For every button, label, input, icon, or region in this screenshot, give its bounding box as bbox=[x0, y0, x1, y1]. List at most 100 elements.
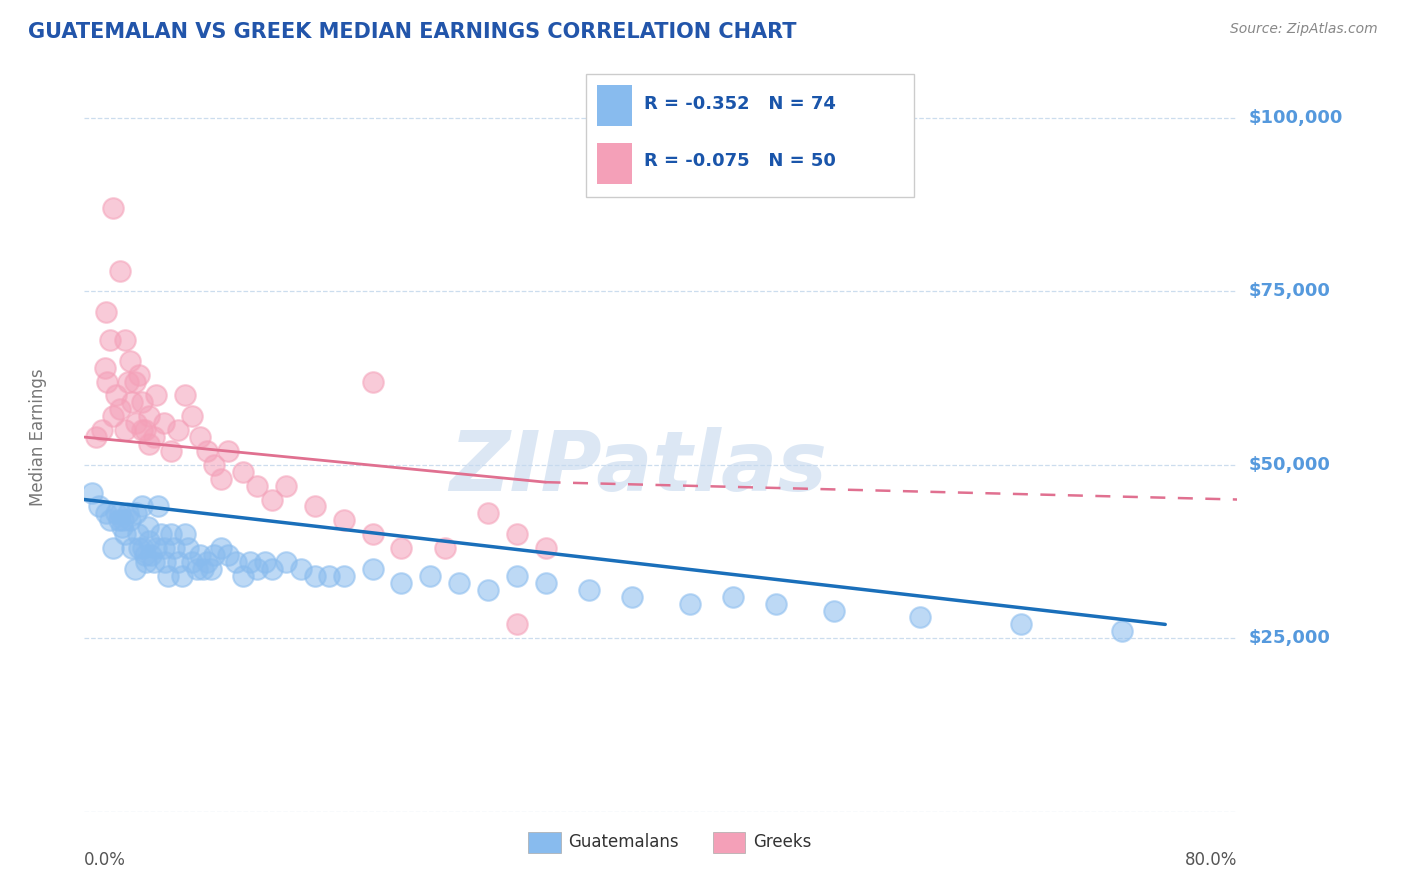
Point bbox=[506, 569, 529, 583]
Point bbox=[153, 555, 176, 569]
Text: 0.0%: 0.0% bbox=[84, 851, 127, 869]
Point bbox=[103, 541, 124, 555]
Point bbox=[232, 465, 254, 479]
Point bbox=[135, 555, 157, 569]
Point bbox=[195, 555, 218, 569]
Point bbox=[84, 430, 107, 444]
Point bbox=[120, 513, 142, 527]
Text: ZIPatlas: ZIPatlas bbox=[449, 426, 827, 508]
Point bbox=[195, 444, 218, 458]
FancyBboxPatch shape bbox=[598, 85, 633, 126]
Point bbox=[121, 541, 143, 555]
Point bbox=[163, 541, 186, 555]
Point bbox=[181, 555, 204, 569]
Point bbox=[290, 562, 312, 576]
Point bbox=[128, 541, 150, 555]
Point bbox=[202, 458, 225, 472]
Point bbox=[110, 263, 132, 277]
Point bbox=[111, 520, 134, 534]
Text: $75,000: $75,000 bbox=[1249, 283, 1330, 301]
Point bbox=[138, 437, 160, 451]
Point bbox=[534, 575, 557, 590]
Point bbox=[260, 562, 283, 576]
Point bbox=[721, 590, 744, 604]
Point bbox=[578, 582, 600, 597]
Point bbox=[145, 541, 167, 555]
Point bbox=[209, 472, 232, 486]
Text: Source: ZipAtlas.com: Source: ZipAtlas.com bbox=[1230, 22, 1378, 37]
Point bbox=[186, 562, 208, 576]
Text: Greeks: Greeks bbox=[754, 833, 811, 852]
Point bbox=[333, 513, 356, 527]
Point bbox=[136, 520, 159, 534]
Point bbox=[134, 548, 156, 562]
Point bbox=[87, 500, 110, 514]
Point bbox=[149, 527, 172, 541]
Point bbox=[105, 507, 128, 521]
Point bbox=[134, 423, 156, 437]
Point bbox=[110, 507, 132, 521]
Point bbox=[506, 617, 529, 632]
Point bbox=[160, 444, 183, 458]
Text: 80.0%: 80.0% bbox=[1185, 851, 1237, 869]
Point bbox=[361, 527, 384, 541]
Point bbox=[765, 597, 787, 611]
Point bbox=[172, 569, 194, 583]
Point bbox=[174, 388, 197, 402]
Point bbox=[361, 562, 384, 576]
Point bbox=[128, 368, 150, 382]
Point bbox=[304, 569, 326, 583]
Point bbox=[239, 555, 262, 569]
Point bbox=[167, 423, 190, 437]
Point bbox=[121, 395, 143, 409]
Text: $50,000: $50,000 bbox=[1249, 456, 1330, 474]
Point bbox=[142, 555, 165, 569]
Point bbox=[120, 353, 142, 368]
Point bbox=[117, 375, 139, 389]
Text: R = -0.352   N = 74: R = -0.352 N = 74 bbox=[644, 95, 835, 112]
Point bbox=[188, 430, 211, 444]
Point bbox=[477, 582, 499, 597]
Point bbox=[112, 513, 135, 527]
Point bbox=[131, 395, 153, 409]
Point bbox=[132, 541, 155, 555]
Point bbox=[260, 492, 283, 507]
Point bbox=[188, 548, 211, 562]
Point bbox=[80, 485, 103, 500]
Point bbox=[105, 388, 128, 402]
Point bbox=[156, 569, 179, 583]
Text: GUATEMALAN VS GREEK MEDIAN EARNINGS CORRELATION CHART: GUATEMALAN VS GREEK MEDIAN EARNINGS CORR… bbox=[28, 22, 797, 42]
Point bbox=[124, 562, 146, 576]
Point bbox=[391, 541, 413, 555]
Point bbox=[333, 569, 356, 583]
Point bbox=[93, 360, 115, 375]
Point bbox=[823, 603, 845, 617]
Point bbox=[225, 555, 247, 569]
Point bbox=[145, 388, 167, 402]
Text: Median Earnings: Median Earnings bbox=[30, 368, 48, 506]
Point bbox=[361, 375, 384, 389]
Point bbox=[218, 444, 240, 458]
Point bbox=[209, 541, 232, 555]
Point bbox=[125, 507, 148, 521]
Point bbox=[90, 423, 112, 437]
Point bbox=[391, 575, 413, 590]
Point bbox=[127, 527, 149, 541]
Point bbox=[177, 541, 200, 555]
Point bbox=[152, 416, 174, 430]
Point bbox=[910, 610, 932, 624]
Point bbox=[110, 402, 132, 417]
Point bbox=[98, 333, 121, 347]
Point bbox=[124, 375, 146, 389]
Point bbox=[114, 527, 136, 541]
Point bbox=[98, 513, 121, 527]
Point bbox=[174, 527, 197, 541]
Point bbox=[1111, 624, 1133, 639]
Point bbox=[534, 541, 557, 555]
Point bbox=[246, 478, 269, 492]
Point bbox=[114, 333, 136, 347]
Point bbox=[138, 534, 160, 549]
Point bbox=[152, 541, 174, 555]
Text: $25,000: $25,000 bbox=[1249, 629, 1330, 648]
FancyBboxPatch shape bbox=[598, 143, 633, 184]
